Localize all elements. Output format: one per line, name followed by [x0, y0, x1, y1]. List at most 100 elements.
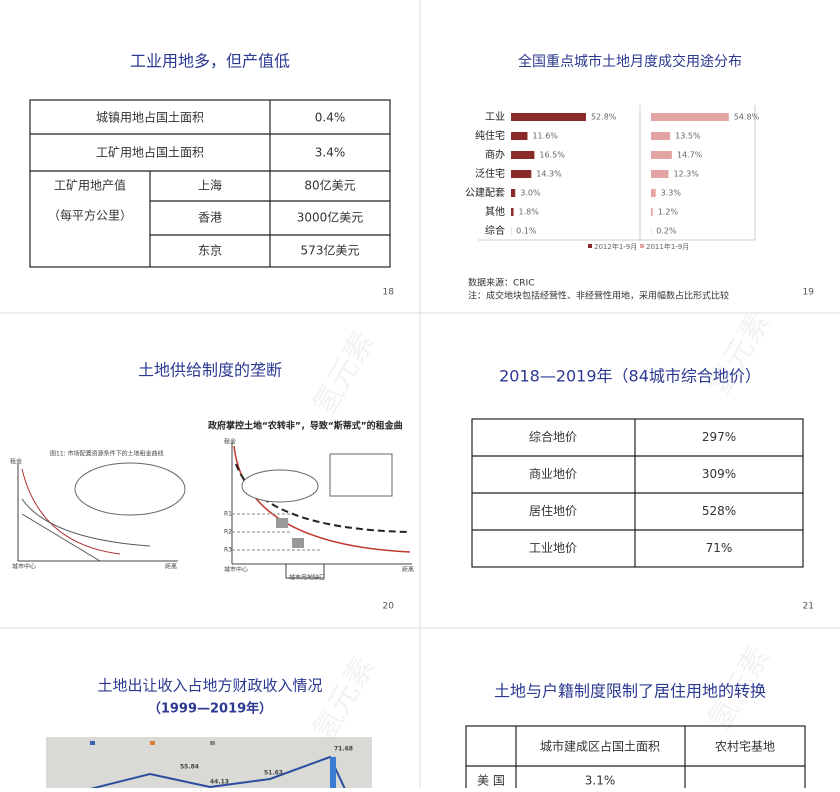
- legend-swatch: [640, 244, 644, 248]
- page-number: 20: [383, 602, 395, 612]
- slide-title: 土地供给制度的垄断: [138, 361, 282, 380]
- table-cell: 3.4%: [315, 146, 346, 160]
- axis-label: 城市中心: [224, 566, 248, 574]
- axis-label: 租金: [224, 438, 236, 446]
- value-label: 0.1%: [516, 227, 537, 236]
- bar: [651, 170, 668, 178]
- table-cell: 工业地价: [529, 541, 577, 555]
- category-label: 其他: [485, 205, 505, 218]
- bar: [511, 170, 531, 178]
- bar: [651, 208, 653, 216]
- table-cell: 上海: [198, 178, 222, 193]
- gap-label: 城市用地缺口: [289, 574, 325, 582]
- value-label: 52.8%: [591, 113, 617, 122]
- slide-subtitle: （1999—2019年）: [148, 701, 272, 717]
- legend-swatch: [210, 741, 215, 745]
- table-header: 城市建成区占国土面积: [540, 739, 660, 754]
- axis-label: R1: [224, 511, 232, 518]
- page-number: 19: [803, 288, 815, 298]
- category-label: 商办: [485, 148, 505, 161]
- arrow: [292, 538, 304, 548]
- value-label: 54.8%: [734, 113, 760, 122]
- value-label: 14.3%: [536, 170, 562, 179]
- legend-label: 2011年1-9月: [646, 242, 689, 251]
- bar: [511, 189, 515, 197]
- callout: [242, 470, 318, 502]
- photo-bar: [330, 757, 336, 788]
- axis-label: 城市中心: [12, 563, 36, 571]
- bar: [651, 189, 656, 197]
- legend-label: 2012年1-9月: [594, 242, 637, 251]
- axis-label: 距离: [402, 566, 414, 574]
- footnote: 注：成交地块包括经营性、非经营性用地，采用幅数占比形式比较: [468, 290, 729, 302]
- value-label: 0.2%: [656, 227, 677, 236]
- slide-title: 全国重点城市土地月度成交用途分布: [518, 53, 742, 70]
- bar: [511, 113, 586, 121]
- axis-label: R2: [224, 529, 232, 536]
- value-label: 13.5%: [675, 132, 701, 141]
- axis-label: 租金: [10, 458, 22, 466]
- table-cell: 71%: [706, 541, 733, 555]
- photo-label: 71.68: [334, 746, 353, 753]
- source-note: 数据来源：CRIC: [468, 277, 534, 289]
- table-cell: 香港: [198, 211, 222, 225]
- arrow: [276, 518, 288, 528]
- legend-swatch: [588, 244, 592, 248]
- axis-label: R3: [224, 547, 232, 554]
- callout: [330, 454, 392, 496]
- legend-swatch: [150, 741, 155, 745]
- slide-title: 2018—2019年（84城市综合地价）: [499, 367, 761, 386]
- table-cell: 309%: [702, 467, 736, 481]
- table-cell: 528%: [702, 504, 736, 518]
- bar: [511, 132, 527, 140]
- table-header: 农村宅基地: [715, 739, 775, 754]
- table-cell: 工矿用地产值: [54, 178, 126, 193]
- value-label: 1.2%: [658, 208, 679, 217]
- category-label: 泛住宅: [475, 167, 505, 180]
- value-label: 12.3%: [673, 170, 699, 179]
- value-label: 14.7%: [677, 151, 703, 160]
- bar: [511, 151, 534, 159]
- table-cell: 工矿用地占国土面积: [96, 145, 204, 160]
- figure-heading: 政府掌控土地“农转非”，导致“斯蒂式”的租金曲: [208, 420, 403, 432]
- table-cell: 80亿美元: [304, 178, 355, 193]
- table-cell: 居住地价: [529, 504, 577, 518]
- table-cell: 城镇用地占国土面积: [96, 110, 204, 125]
- figure-caption: 图11: 市场配置资源条件下的土地租金曲线: [50, 450, 164, 458]
- table-cell: 美 国: [477, 774, 505, 788]
- category-label: 纯住宅: [475, 129, 505, 142]
- category-label: 综合: [485, 224, 505, 237]
- table-cell: 综合地价: [529, 429, 577, 444]
- table-cell: 573亿美元: [301, 243, 360, 258]
- value-label: 16.5%: [539, 151, 565, 160]
- slide-title: 土地与户籍制度限制了居住用地的转换: [494, 682, 766, 701]
- slide-title: 土地出让收入占地方财政收入情况: [97, 677, 322, 695]
- page-number: 21: [803, 602, 814, 612]
- table-cell: 商业地价: [529, 466, 577, 481]
- photo-label: 51.63: [264, 770, 283, 777]
- value-label: 3.3%: [661, 189, 682, 198]
- page-number: 18: [383, 288, 395, 298]
- table-cell: 297%: [702, 430, 736, 444]
- table-cell: 3000亿美元: [297, 210, 364, 225]
- bar: [651, 113, 729, 121]
- legend-swatch: [90, 741, 95, 745]
- photo-label: 44.13: [210, 779, 229, 786]
- category-label: 工业: [485, 111, 505, 123]
- table-cell: 3.1%: [585, 774, 616, 788]
- callout: [75, 463, 185, 515]
- axis-label: 距离: [165, 563, 177, 571]
- value-label: 11.6%: [532, 132, 558, 141]
- category-label: 公建配套: [465, 186, 505, 199]
- value-label: 3.0%: [520, 189, 541, 198]
- table-cell: 0.4%: [315, 111, 346, 125]
- photo-label: 55.84: [180, 764, 199, 771]
- slide-title: 工业用地多，但产值低: [130, 52, 290, 71]
- value-label: 1.8%: [519, 208, 540, 217]
- bar: [651, 151, 672, 159]
- bar: [651, 132, 670, 140]
- table-cell: （每平方公里）: [48, 208, 132, 223]
- table-cell: 东京: [198, 244, 222, 258]
- bar: [511, 208, 514, 216]
